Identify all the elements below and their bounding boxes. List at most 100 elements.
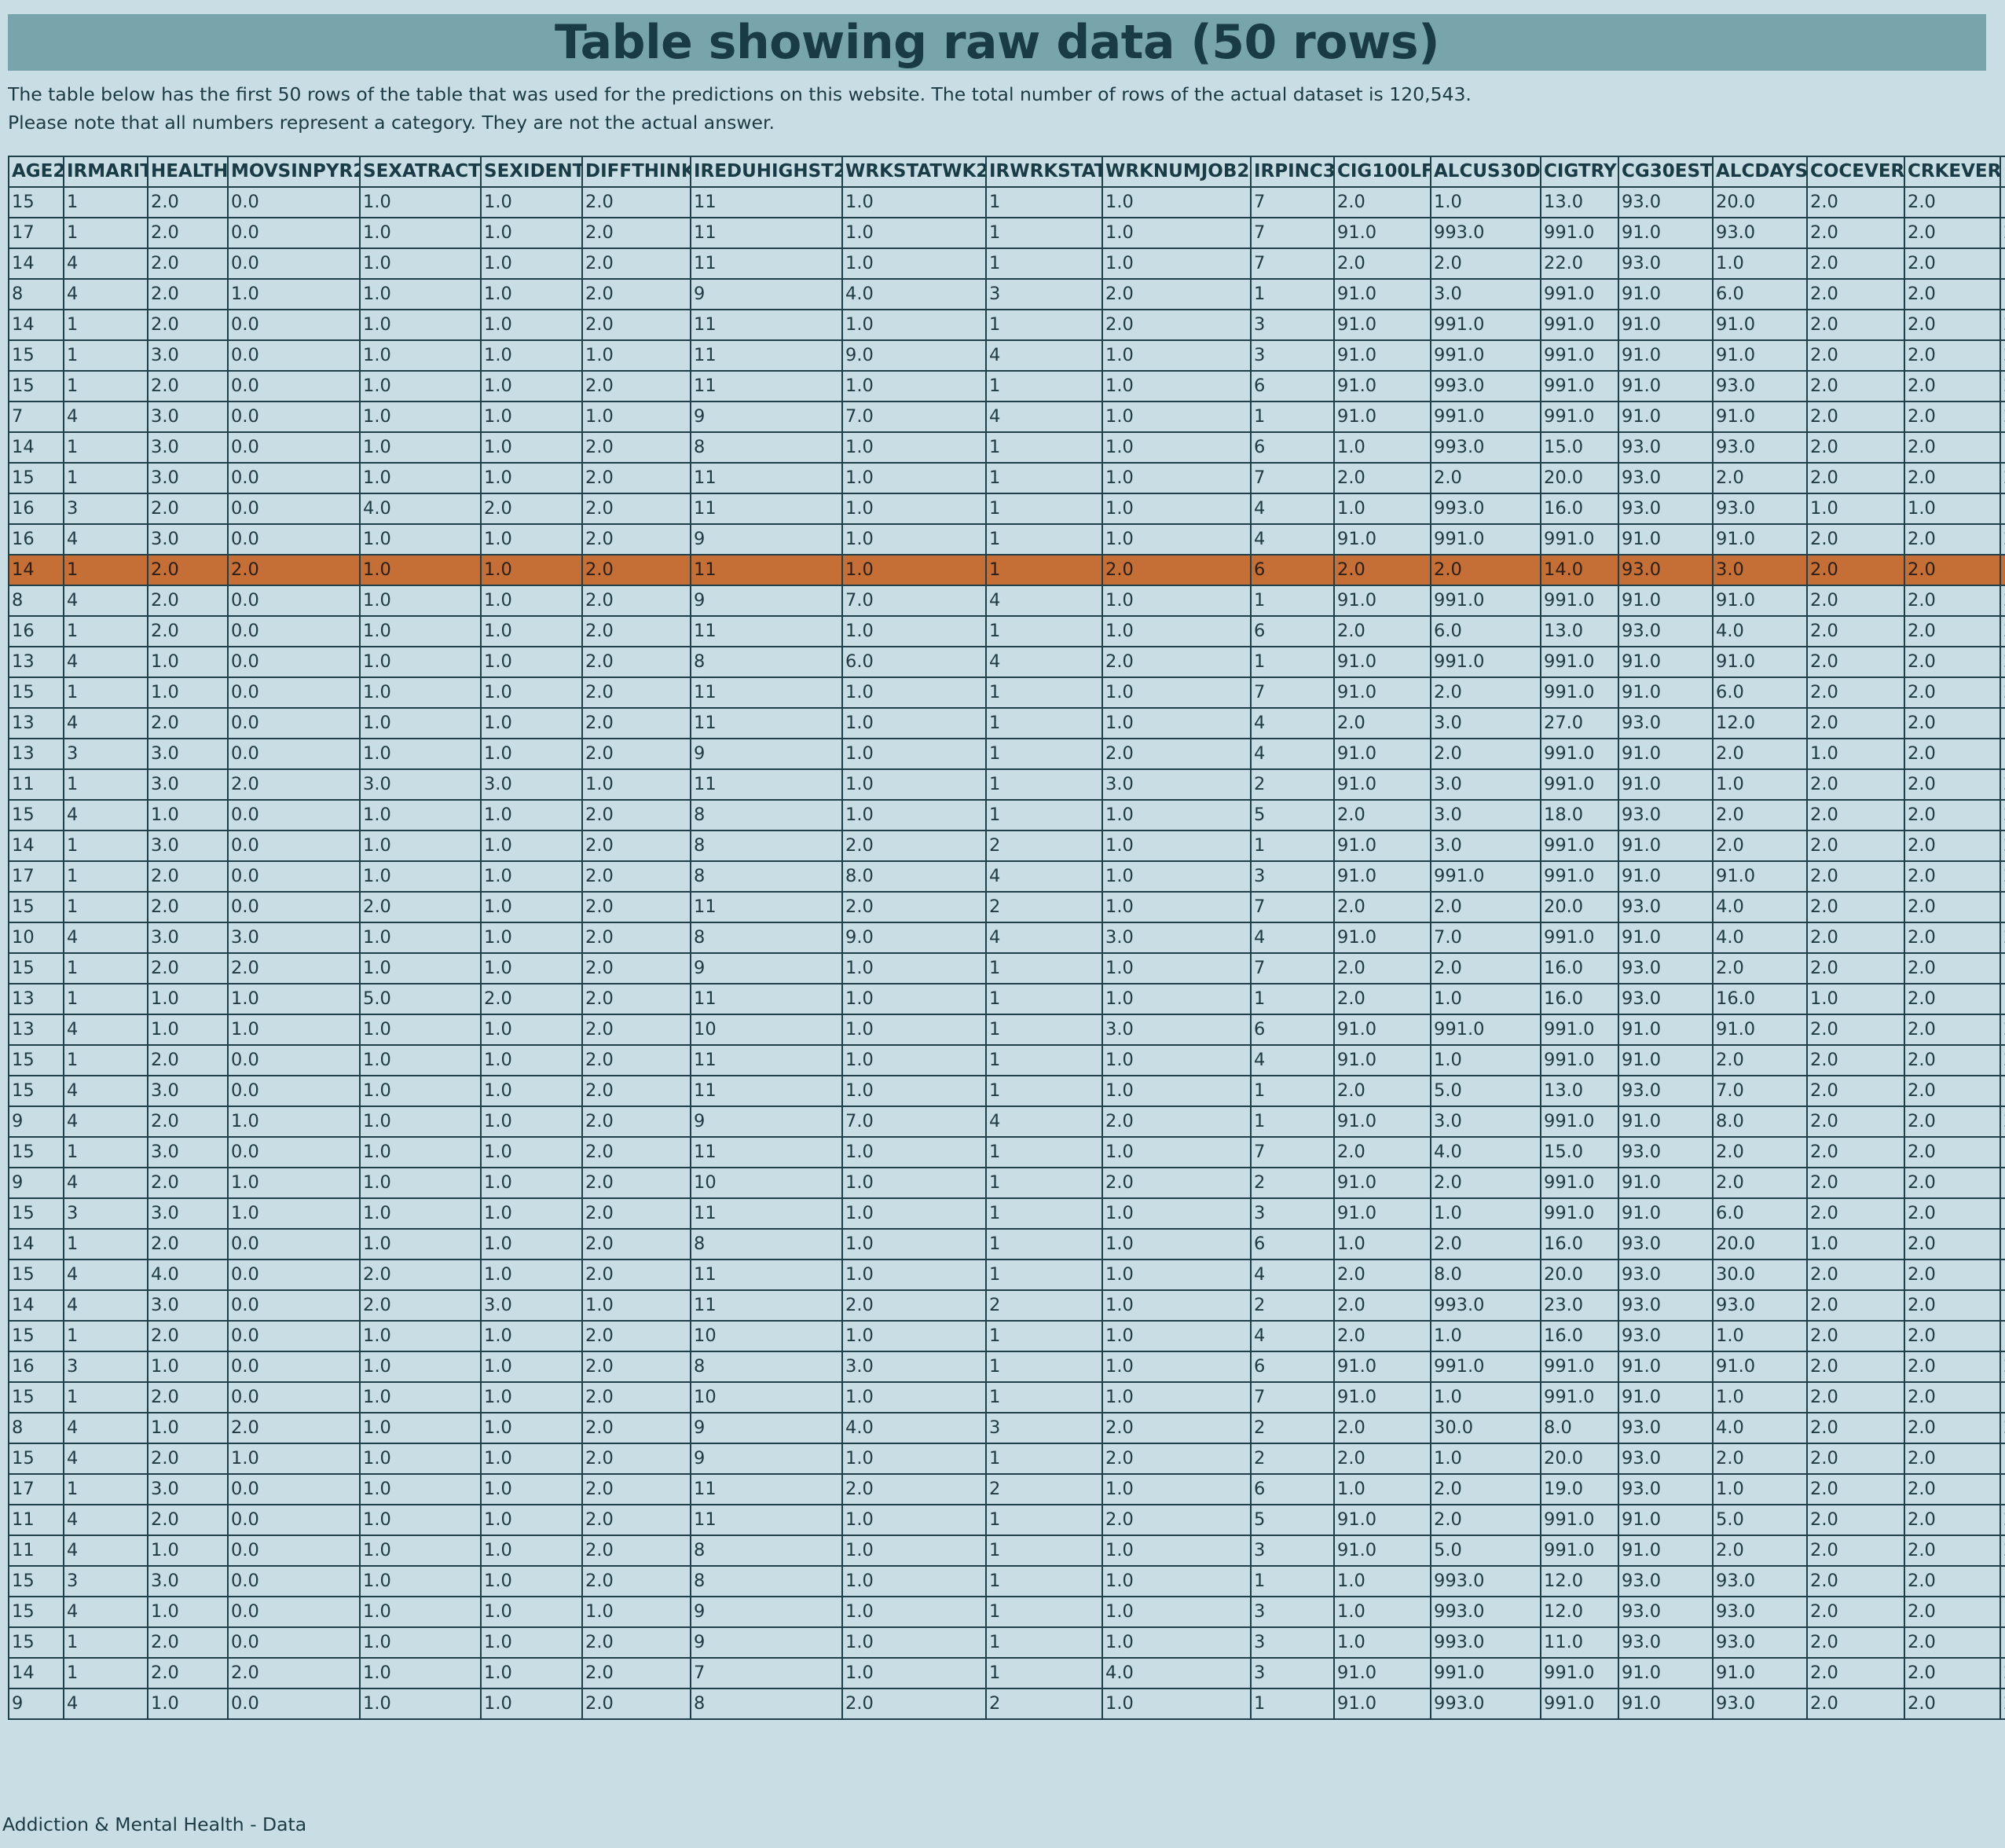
table-row[interactable]: 13 4 1.0 1.0 1.0 1.0 2.0 10 1.0 1 3.0 6 91.0 991.0 991… xyxy=(8,1014,2005,1046)
table-row[interactable]: 17 1 2.0 0.0 1.0 1.0 2.0 8 8.0 4 1.0 3 91.0 991.0 991.… xyxy=(8,860,2005,893)
table-cell: 1 xyxy=(985,1044,1103,1076)
table-row[interactable]: 8 4 2.0 0.0 1.0 1.0 2.0 9 7.0 4 1.0 1 91.0 991.0 991.0… xyxy=(8,585,2005,617)
table-row[interactable]: 15 1 2.0 0.0 1.0 1.0 2.0 10 1.0 1 1.0 7 91.0 1.0 991.0… xyxy=(8,1381,2005,1414)
table-cell: 4 xyxy=(63,1596,148,1628)
table-cell: 9 xyxy=(690,523,843,556)
table-row[interactable]: 15 4 1.0 0.0 1.0 1.0 1.0 9 1.0 1 1.0 3 1.0 993.0 12.0 9… xyxy=(8,1596,2005,1628)
table-cell: 14.0 xyxy=(1540,554,1619,586)
table-row[interactable]: 15 1 2.0 0.0 1.0 1.0 2.0 11 1.0 1 1.0 4 91.0 1.0 991.0… xyxy=(8,1044,2005,1076)
table-row[interactable]: 16 1 2.0 0.0 1.0 1.0 2.0 11 1.0 1 1.0 6 2.0 6.0 13.0 93… xyxy=(8,615,2005,647)
table-row[interactable]: 17 1 3.0 0.0 1.0 1.0 2.0 11 2.0 2 1.0 6 1.0 2.0 19.0 93… xyxy=(8,1473,2005,1505)
table-cell: 4 xyxy=(63,278,148,310)
table-cell: 2.0 xyxy=(581,676,691,709)
table-row[interactable]: 15 1 3.0 0.0 1.0 1.0 1.0 11 9.0 4 1.0 3 91.0 991.0 991… xyxy=(8,339,2005,372)
table-row[interactable]: 15 1 2.0 0.0 1.0 1.0 2.0 11 1.0 1 1.0 6 91.0 993.0 991… xyxy=(8,370,2005,402)
table-cell: 2.0 xyxy=(359,1259,482,1291)
table-row[interactable]: 9 4 2.0 1.0 1.0 1.0 2.0 9 7.0 4 2.0 1 91.0 3.0 991.0 91… xyxy=(8,1106,2005,1138)
table-row[interactable]: 13 3 3.0 0.0 1.0 1.0 2.0 9 1.0 1 2.0 4 91.0 2.0 991.0 9… xyxy=(8,738,2005,770)
table-row[interactable]: 11 4 1.0 0.0 1.0 1.0 2.0 8 1.0 1 1.0 3 91.0 5.0 991.0 9… xyxy=(8,1534,2005,1567)
table-cell: 1.0 xyxy=(1333,493,1431,525)
table-cell: 8 xyxy=(690,1228,843,1260)
table-row[interactable]: 14 1 2.0 2.0 1.0 1.0 2.0 7 1.0 1 4.0 3 91.0 991.0 991.… xyxy=(8,1657,2005,1689)
column-header: ALCDAYS xyxy=(1712,156,1808,188)
table-cell: 4 xyxy=(63,922,148,954)
table-cell: 2.0 xyxy=(1904,401,2001,433)
table-cell: 4.0 xyxy=(1712,1412,1808,1444)
table-cell: 93.0 xyxy=(1618,248,1714,280)
table-cell: 2.0 xyxy=(1904,278,2001,310)
table-row[interactable]: 13 4 2.0 0.0 1.0 1.0 2.0 11 1.0 1 1.0 4 2.0 3.0 27.0 93… xyxy=(8,707,2005,739)
table-row[interactable]: 9 4 1.0 0.0 1.0 1.0 2.0 8 2.0 2 1.0 1 91.0 993.0 991.0… xyxy=(8,1688,2005,1720)
table-row[interactable]: 15 1 2.0 0.0 1.0 1.0 2.0 11 1.0 1 1.0 7 2.0 1.0 13.0 93… xyxy=(8,186,2005,218)
table-cell: 93.0 xyxy=(1712,1688,1808,1720)
table-row[interactable]: 15 1 2.0 0.0 1.0 1.0 2.0 9 1.0 1 1.0 3 1.0 993.0 11.0 9… xyxy=(8,1626,2005,1659)
table-row[interactable]: 15 4 3.0 0.0 1.0 1.0 2.0 11 1.0 1 1.0 1 2.0 5.0 13.0 93… xyxy=(8,1075,2005,1107)
table-cell: 1.0 xyxy=(359,431,482,464)
table-row[interactable]: 9 4 2.0 1.0 1.0 1.0 2.0 10 1.0 1 2.0 2 91.0 2.0 991.0 9… xyxy=(8,1167,2005,1199)
table-row[interactable]: 15 1 2.0 2.0 1.0 1.0 2.0 9 1.0 1 1.0 7 2.0 2.0 16.0 93.… xyxy=(8,952,2005,984)
table-cell: 6 xyxy=(1250,1473,1335,1505)
table-cell: 1.0 xyxy=(359,860,482,893)
table-row[interactable]: 8 4 1.0 2.0 1.0 1.0 2.0 9 4.0 3 2.0 2 2.0 30.0 8.0 93.0… xyxy=(8,1412,2005,1444)
table-row[interactable]: 14 1 2.0 0.0 1.0 1.0 2.0 8 1.0 1 1.0 6 1.0 2.0 16.0 93.… xyxy=(8,1228,2005,1260)
table-cell: 1.0 xyxy=(227,1106,361,1138)
table-row[interactable]: 16 3 1.0 0.0 1.0 1.0 2.0 8 3.0 1 1.0 6 91.0 991.0 991.… xyxy=(8,1351,2005,1383)
table-row[interactable]: 13 1 1.0 1.0 5.0 2.0 2.0 11 1.0 1 1.0 1 2.0 1.0 16.0 93… xyxy=(8,983,2005,1015)
table-row[interactable]: 7 4 3.0 0.0 1.0 1.0 1.0 9 7.0 4 1.0 1 91.0 991.0 991.0… xyxy=(8,401,2005,433)
table-cell: 1 xyxy=(985,1351,1103,1383)
table-row[interactable]: 16 4 3.0 0.0 1.0 1.0 2.0 9 1.0 1 1.0 4 91.0 991.0 991.… xyxy=(8,523,2005,556)
table-cell: 1.0 xyxy=(480,217,583,249)
table-row[interactable]: 16 3 2.0 0.0 4.0 2.0 2.0 11 1.0 1 1.0 4 1.0 993.0 16.0… xyxy=(8,493,2005,525)
table-cell: 1 xyxy=(1250,278,1335,310)
table-cell: 1.0 xyxy=(480,952,583,984)
table-row[interactable]: 15 1 2.0 0.0 1.0 1.0 2.0 10 1.0 1 1.0 4 2.0 1.0 16.0 93… xyxy=(8,1320,2005,1352)
table-cell: 2 xyxy=(985,830,1103,862)
table-cell: 2.0 xyxy=(1101,738,1252,770)
table-row[interactable]: 8 4 2.0 1.0 1.0 1.0 2.0 9 4.0 3 2.0 1 91.0 3.0 991.0 91… xyxy=(8,278,2005,310)
table-cell: 2.0 xyxy=(581,1136,691,1168)
table-row[interactable]: 15 1 3.0 0.0 1.0 1.0 2.0 11 1.0 1 1.0 7 2.0 4.0 15.0 93… xyxy=(8,1136,2005,1168)
table-cell: 20.0 xyxy=(1540,462,1619,494)
table-row[interactable]: 15 1 2.0 0.0 2.0 1.0 2.0 11 2.0 2 1.0 7 2.0 2.0 20.0 93… xyxy=(8,891,2005,923)
table-row[interactable]: 11 1 3.0 2.0 3.0 3.0 1.0 11 1.0 1 3.0 2 91.0 3.0 991.0… xyxy=(8,768,2005,801)
table-row[interactable]: 15 4 2.0 1.0 1.0 1.0 2.0 9 1.0 1 2.0 2 2.0 1.0 20.0 93.… xyxy=(8,1443,2005,1475)
table-cell: 1 xyxy=(985,707,1103,739)
table-row[interactable]: 15 3 3.0 0.0 1.0 1.0 2.0 8 1.0 1 1.0 1 1.0 993.0 12.0 9… xyxy=(8,1565,2005,1597)
table-row[interactable]: 17 1 2.0 0.0 1.0 1.0 2.0 11 1.0 1 1.0 7 91.0 993.0 991… xyxy=(8,217,2005,249)
table-row-highlighted[interactable]: 14 1 2.0 2.0 1.0 1.0 2.0 11 1.0 1 2.0 6 2.0 2.0 14.0 93… xyxy=(8,554,2005,586)
table-cell: 1.0 xyxy=(1101,1075,1252,1107)
table-row[interactable]: 11 4 2.0 0.0 1.0 1.0 2.0 11 1.0 1 2.0 5 91.0 2.0 991.0… xyxy=(8,1504,2005,1536)
table-cell: 2.0 xyxy=(581,1351,691,1383)
table-row[interactable]: 14 1 3.0 0.0 1.0 1.0 2.0 8 2.0 2 1.0 1 91.0 3.0 991.0 9… xyxy=(8,830,2005,862)
table-row[interactable]: 10 4 3.0 3.0 1.0 1.0 2.0 8 9.0 4 3.0 4 91.0 7.0 991.0 9… xyxy=(8,922,2005,954)
raw-data-table-container[interactable]: AGE2 IRMARIT HEALTH MOVSINPYR2 SEXATRACT SEXI… xyxy=(8,156,2005,1769)
table-row[interactable]: 15 4 1.0 0.0 1.0 1.0 2.0 8 1.0 1 1.0 5 2.0 3.0 18.0 93.… xyxy=(8,799,2005,831)
table-cell: 991.0 xyxy=(1540,676,1619,709)
table-cell: 93.0 xyxy=(1618,1228,1714,1260)
table-cell: 1.0 xyxy=(359,1075,482,1107)
table-cell: 3 xyxy=(985,1412,1103,1444)
table-row[interactable]: 14 4 2.0 0.0 1.0 1.0 2.0 11 1.0 1 1.0 7 2.0 2.0 22.0 93… xyxy=(8,248,2005,280)
table-row[interactable]: 15 3 3.0 1.0 1.0 1.0 2.0 11 1.0 1 1.0 3 91.0 1.0 991.0… xyxy=(8,1197,2005,1230)
table-cell: 91.0 xyxy=(1333,676,1431,709)
table-row[interactable]: 15 1 1.0 0.0 1.0 1.0 2.0 11 1.0 1 1.0 7 91.0 2.0 991.0… xyxy=(8,676,2005,709)
table-cell: 2.0 xyxy=(581,370,691,402)
table-row[interactable]: 14 1 3.0 0.0 1.0 1.0 2.0 8 1.0 1 1.0 6 1.0 993.0 15.0 9… xyxy=(8,431,2005,464)
table-cell: 3 xyxy=(63,1197,148,1230)
table-cell: 2.0 xyxy=(1904,523,2001,556)
table-cell: 1.0 xyxy=(480,401,583,433)
table-row[interactable]: 14 1 2.0 0.0 1.0 1.0 2.0 11 1.0 1 2.0 3 91.0 991.0 991… xyxy=(8,309,2005,341)
table-cell: 0.0 xyxy=(227,1259,361,1291)
table-row[interactable]: 14 4 3.0 0.0 2.0 3.0 1.0 11 2.0 2 1.0 2 2.0 993.0 23.0… xyxy=(8,1289,2005,1322)
table-row[interactable]: 15 4 4.0 0.0 2.0 1.0 2.0 11 1.0 1 1.0 4 2.0 8.0 20.0 93… xyxy=(8,1259,2005,1291)
table-row[interactable]: 15 1 3.0 0.0 1.0 1.0 2.0 11 1.0 1 1.0 7 2.0 2.0 20.0 93… xyxy=(8,462,2005,494)
table-cell: 16.0 xyxy=(1540,493,1619,525)
table-cell: 1.0 xyxy=(359,1657,482,1689)
table-cell: 991.0 xyxy=(1430,1657,1541,1689)
table-row[interactable]: 13 4 1.0 0.0 1.0 1.0 2.0 8 6.0 4 2.0 1 91.0 991.0 991.… xyxy=(8,646,2005,678)
table-cell: 991.0 xyxy=(1540,1381,1619,1414)
table-cell: 991.0 xyxy=(1540,1197,1619,1230)
table-cell: 2.0 xyxy=(1904,1044,2001,1076)
table-cell: 3.0 xyxy=(1101,768,1252,801)
table-cell: 4 xyxy=(63,1075,148,1107)
